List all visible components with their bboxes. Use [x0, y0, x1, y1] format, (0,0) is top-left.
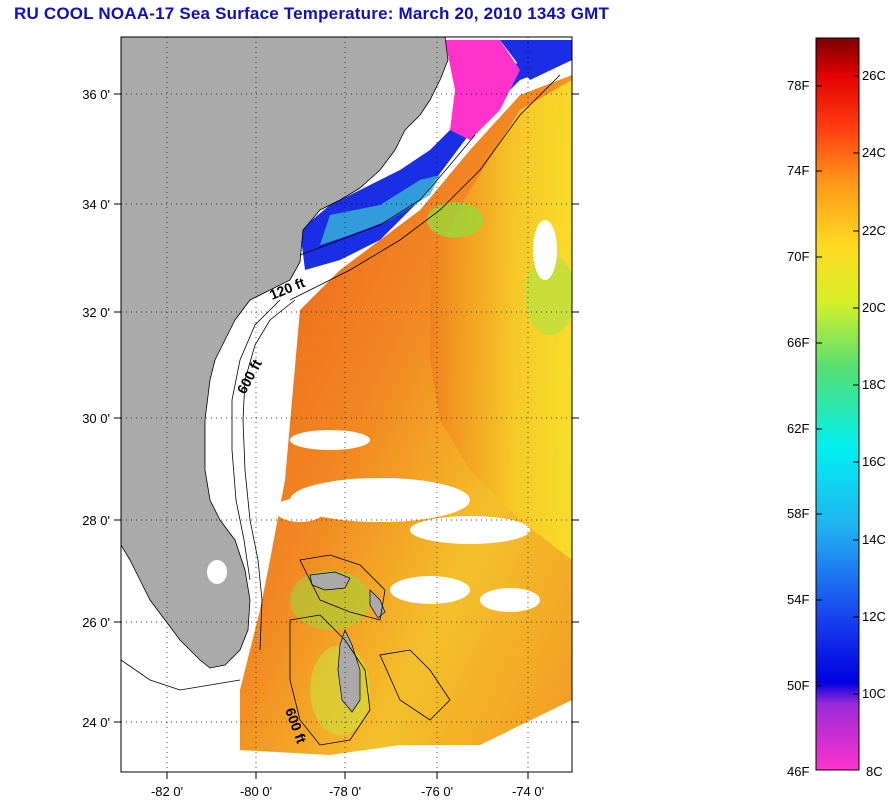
- lat-label-28: 28 0': [82, 513, 110, 528]
- colorbar-c-10: 10C: [862, 686, 886, 701]
- colorbar-f-66: 66F: [787, 335, 810, 350]
- colorbar-f-58: 58F: [787, 506, 810, 521]
- eddy-green-east: [525, 255, 572, 335]
- land-us-southeast: [121, 37, 449, 669]
- lon-label-78: -78 0': [328, 784, 362, 799]
- lat-label-36: 36 0': [82, 87, 110, 102]
- colorbar-c-20: 20C: [862, 300, 886, 315]
- lat-label-32: 32 0': [82, 305, 110, 320]
- colorbar-c-12: 12C: [862, 609, 886, 624]
- axis-ticks: [114, 93, 579, 779]
- colorbar-c-14: 14C: [862, 532, 886, 547]
- colorbar-c-26: 26C: [862, 68, 886, 83]
- map-title: RU COOL NOAA-17 Sea Surface Temperature:…: [14, 4, 610, 23]
- cold-offshore-blue: [500, 40, 572, 80]
- cloud-patches: [275, 220, 557, 612]
- map-frame: [120, 36, 573, 773]
- colorbar-f-70: 70F: [787, 249, 810, 264]
- very-cold-water: [445, 40, 520, 140]
- temperature-colorbar: [815, 37, 860, 771]
- lat-label-26: 26 0': [82, 615, 110, 630]
- graticule: [121, 37, 572, 772]
- colorbar-c-8: 8C: [866, 764, 883, 779]
- lat-label-24: 24 0': [82, 715, 110, 730]
- colorbar-ticks: [816, 75, 859, 695]
- eddy-green: [427, 202, 483, 238]
- colorbar-c-22: 22C: [862, 223, 886, 238]
- colorbar-f-62: 62F: [787, 421, 810, 436]
- colorbar-f-78: 78F: [787, 78, 810, 93]
- colorbar-c-16: 16C: [862, 454, 886, 469]
- lon-label-82: -82 0': [150, 784, 184, 799]
- bank-green: [290, 570, 370, 630]
- lon-label-74: -74 0': [511, 784, 545, 799]
- lon-label-76: -76 0': [420, 784, 454, 799]
- lat-label-30: 30 0': [82, 411, 110, 426]
- colorbar-f-54: 54F: [787, 592, 810, 607]
- colorbar-f-46: 46F: [787, 764, 810, 779]
- gulf-stream-region: [430, 80, 572, 560]
- lake-okeechobee: [207, 560, 227, 584]
- land-andros: [337, 629, 361, 713]
- colorbar-f-50: 50F: [787, 678, 810, 693]
- cool-water-cyan: [320, 175, 440, 245]
- colorbar-c-18: 18C: [862, 377, 886, 392]
- depth-contours: [121, 74, 561, 746]
- colorbar-f-74: 74F: [787, 163, 810, 178]
- colorbar-c-24: 24C: [862, 145, 886, 160]
- lon-label-80: -80 0': [239, 784, 273, 799]
- lat-label-34: 34 0': [82, 197, 110, 212]
